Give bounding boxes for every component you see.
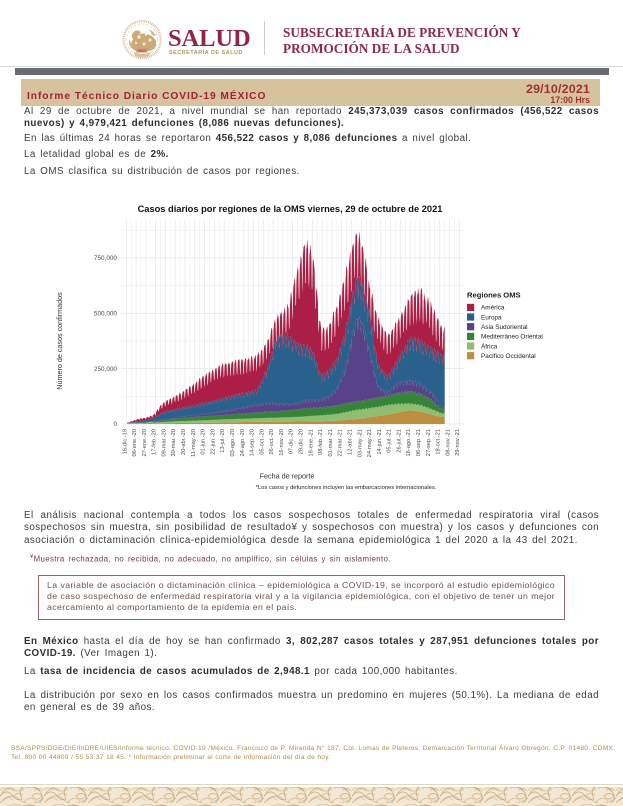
svg-text:09-mar.-20: 09-mar.-20 [162,429,168,457]
svg-text:Pacífico Occidental: Pacífico Occidental [481,353,536,360]
svg-text:14-jun.-21: 14-jun.-21 [377,429,383,455]
svg-text:14-sep.-20: 14-sep.-20 [250,429,256,456]
svg-text:Regiones OMS: Regiones OMS [467,291,521,300]
svg-text:03-ago.-20: 03-ago.-20 [230,429,236,457]
svg-text:13-jul.-20: 13-jul.-20 [220,429,226,453]
svg-text:22-jun.-20: 22-jun.-20 [210,429,216,455]
svg-text:24-ago.-20: 24-ago.-20 [240,429,246,457]
svg-text:17-feb.-20: 17-feb.-20 [152,429,158,455]
svg-text:16-nov.-20: 16-nov.-20 [279,429,285,456]
svg-text:África: África [481,341,498,350]
svg-text:20-abr.-20: 20-abr.-20 [181,429,187,455]
svg-text:08-nov.-21: 08-nov.-21 [445,429,451,456]
svg-text:Europa: Europa [481,314,502,321]
svg-text:250,000: 250,000 [94,366,118,373]
svg-text:26-oct.-20: 26-oct.-20 [269,429,275,455]
svg-text:30-mar.-20: 30-mar.-20 [171,429,177,457]
svg-text:12-abr.-21: 12-abr.-21 [348,429,354,455]
svg-text:Fecha de reporte: Fecha de reporte [260,472,315,481]
svg-text:26-jul.-21: 26-jul.-21 [396,429,402,453]
svg-text:06-sep.-21: 06-sep.-21 [416,429,422,456]
svg-text:Número de casos confirmados: Número de casos confirmados [55,292,64,390]
svg-text:Casos diarios por regiones de: Casos diarios por regiones de la OMS vie… [138,204,443,214]
svg-text:18-ene.-21: 18-ene.-21 [308,429,314,457]
svg-text:05-oct.-20: 05-oct.-20 [259,429,265,455]
svg-text:Asia Sudoriental: Asia Sudoriental [481,324,528,331]
svg-text:18-oct.-21: 18-oct.-21 [436,429,442,455]
svg-text:0: 0 [113,421,117,428]
svg-text:27-sep.-21: 27-sep.-21 [426,429,432,456]
svg-text:500,000: 500,000 [94,311,118,318]
svg-text:750,000: 750,000 [94,255,118,262]
svg-text:24-may.-21: 24-may.-21 [367,429,373,457]
svg-text:28-dic.-20: 28-dic.-20 [299,429,305,454]
svg-text:08-feb.-21: 08-feb.-21 [318,429,324,455]
svg-text:29-nov.-21: 29-nov.-21 [455,429,461,456]
svg-text:27-ene.-20: 27-ene.-20 [142,429,148,457]
svg-text:*Los casos y defunciones inclu: *Los casos y defunciones incluyen las em… [256,485,437,491]
svg-text:22-mar.-21: 22-mar.-21 [338,429,344,457]
svg-text:01-mar.-21: 01-mar.-21 [328,429,334,457]
svg-text:Mediterráneo Oriental: Mediterráneo Oriental [481,334,543,341]
svg-text:03-may.-21: 03-may.-21 [357,429,363,457]
svg-text:06-ene.-20: 06-ene.-20 [132,429,138,457]
svg-text:01-jun.-20: 01-jun.-20 [201,429,207,455]
svg-text:16-dic.-19: 16-dic.-19 [122,429,128,454]
svg-text:05-jul.-21: 05-jul.-21 [387,429,393,453]
svg-text:07-dic.-20: 07-dic.-20 [289,429,295,454]
svg-text:América: América [481,305,505,312]
svg-text:16-ago.-21: 16-ago.-21 [406,429,412,457]
svg-text:11-may.-20: 11-may.-20 [191,429,197,457]
